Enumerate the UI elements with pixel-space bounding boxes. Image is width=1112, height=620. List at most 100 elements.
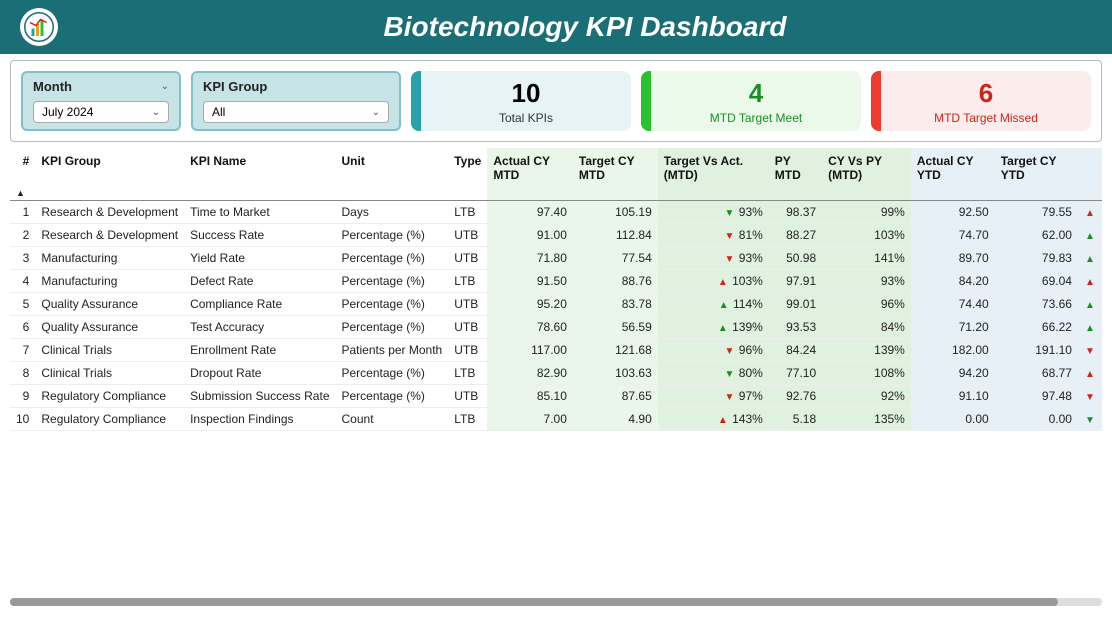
cell-cy-vs-py: 93% (822, 270, 911, 293)
table-row[interactable]: 8Clinical TrialsDropout RatePercentage (… (10, 362, 1102, 385)
card-total-label: Total KPIs (499, 111, 553, 125)
cell-actual-cy-mtd: 85.10 (487, 385, 573, 408)
cell-target-cy-ytd: 62.00 (995, 224, 1078, 247)
col-target-cy-ytd[interactable]: Target CY YTD (995, 148, 1078, 201)
cell-kpi-name: Time to Market (184, 201, 335, 224)
down-arrow-icon: ▼ (723, 369, 735, 380)
cell-index: 4 (10, 270, 35, 293)
chevron-down-icon: ⌄ (152, 107, 160, 118)
col-actual-cy-mtd[interactable]: Actual CY MTD (487, 148, 573, 201)
controls-row: Month ⌄ July 2024 ⌄ KPI Group All ⌄ 10 T… (10, 60, 1102, 142)
down-arrow-icon: ▼ (723, 208, 735, 219)
cell-unit: Percentage (%) (336, 316, 449, 339)
table-row[interactable]: 1Research & DevelopmentTime to MarketDay… (10, 201, 1102, 224)
col-py-mtd[interactable]: PY MTD (769, 148, 822, 201)
col-kpi-group[interactable]: KPI Group (35, 148, 184, 201)
cell-kpi-name: Inspection Findings (184, 408, 335, 431)
cell-ytd-indicator: ▲ (1078, 270, 1102, 293)
cell-actual-cy-ytd: 182.00 (911, 339, 995, 362)
cell-actual-cy-ytd: 74.70 (911, 224, 995, 247)
cell-py-mtd: 92.76 (769, 385, 822, 408)
cell-actual-cy-mtd: 78.60 (487, 316, 573, 339)
up-arrow-icon: ▲ (717, 415, 729, 426)
cell-actual-cy-ytd: 71.20 (911, 316, 995, 339)
cell-index: 2 (10, 224, 35, 247)
table-row[interactable]: 6Quality AssuranceTest AccuracyPercentag… (10, 316, 1102, 339)
scrollbar-thumb[interactable] (10, 598, 1058, 606)
cell-unit: Percentage (%) (336, 362, 449, 385)
cell-index: 8 (10, 362, 35, 385)
cell-kpi-name: Defect Rate (184, 270, 335, 293)
col-cy-vs-py[interactable]: CY Vs PY (MTD) (822, 148, 911, 201)
cell-target-cy-ytd: 97.48 (995, 385, 1078, 408)
cell-ytd-indicator: ▼ (1078, 385, 1102, 408)
cell-py-mtd: 97.91 (769, 270, 822, 293)
cell-target-vs-act: ▲ 139% (658, 316, 769, 339)
table-row[interactable]: 2Research & DevelopmentSuccess RatePerce… (10, 224, 1102, 247)
cell-ytd-indicator: ▼ (1078, 339, 1102, 362)
table-row[interactable]: 4ManufacturingDefect RatePercentage (%)L… (10, 270, 1102, 293)
table-row[interactable]: 7Clinical TrialsEnrollment RatePatients … (10, 339, 1102, 362)
cell-ytd-indicator: ▲ (1078, 293, 1102, 316)
cell-py-mtd: 99.01 (769, 293, 822, 316)
table-row[interactable]: 3ManufacturingYield RatePercentage (%)UT… (10, 247, 1102, 270)
cell-type: UTB (448, 316, 487, 339)
horizontal-scrollbar[interactable] (10, 598, 1102, 606)
table-row[interactable]: 10Regulatory ComplianceInspection Findin… (10, 408, 1102, 431)
cell-kpi-group: Clinical Trials (35, 339, 184, 362)
cell-target-cy-ytd: 69.04 (995, 270, 1078, 293)
kpi-group-filter[interactable]: KPI Group All ⌄ (191, 71, 401, 131)
col-ytd-indicator[interactable] (1078, 148, 1102, 201)
cell-kpi-group: Quality Assurance (35, 293, 184, 316)
cell-actual-cy-mtd: 95.20 (487, 293, 573, 316)
cell-type: LTB (448, 362, 487, 385)
cell-type: UTB (448, 339, 487, 362)
cell-kpi-group: Research & Development (35, 224, 184, 247)
cell-target-vs-act: ▼ 96% (658, 339, 769, 362)
cell-unit: Patients per Month (336, 339, 449, 362)
cell-cy-vs-py: 141% (822, 247, 911, 270)
cell-type: UTB (448, 385, 487, 408)
cell-index: 5 (10, 293, 35, 316)
cell-target-vs-act: ▼ 80% (658, 362, 769, 385)
cell-py-mtd: 5.18 (769, 408, 822, 431)
cell-target-cy-ytd: 79.55 (995, 201, 1078, 224)
col-unit[interactable]: Unit (336, 148, 449, 201)
cell-index: 10 (10, 408, 35, 431)
col-actual-cy-ytd[interactable]: Actual CY YTD (911, 148, 995, 201)
cell-target-vs-act: ▼ 97% (658, 385, 769, 408)
col-index[interactable]: #▲ (10, 148, 35, 201)
cell-type: UTB (448, 247, 487, 270)
kpi-group-select[interactable]: All ⌄ (203, 101, 389, 123)
table-row[interactable]: 5Quality AssuranceCompliance RatePercent… (10, 293, 1102, 316)
card-meet-value: 4 (749, 78, 763, 109)
cell-kpi-group: Research & Development (35, 201, 184, 224)
cell-target-cy-mtd: 83.78 (573, 293, 658, 316)
cell-target-vs-act: ▲ 114% (658, 293, 769, 316)
down-arrow-icon: ▼ (723, 231, 735, 242)
month-filter[interactable]: Month ⌄ July 2024 ⌄ (21, 71, 181, 131)
cell-target-vs-act: ▼ 81% (658, 224, 769, 247)
cell-target-cy-mtd: 121.68 (573, 339, 658, 362)
logo (20, 8, 58, 46)
table-row[interactable]: 9Regulatory ComplianceSubmission Success… (10, 385, 1102, 408)
down-arrow-icon: ▼ (1084, 415, 1096, 426)
cell-target-cy-mtd: 4.90 (573, 408, 658, 431)
month-filter-label: Month (33, 79, 72, 94)
col-kpi-name[interactable]: KPI Name (184, 148, 335, 201)
kpi-table-container[interactable]: #▲ KPI Group KPI Name Unit Type Actual C… (10, 148, 1102, 598)
col-target-vs-act[interactable]: Target Vs Act. (MTD) (658, 148, 769, 201)
col-target-cy-mtd[interactable]: Target CY MTD (573, 148, 658, 201)
cell-target-cy-mtd: 56.59 (573, 316, 658, 339)
kpi-group-value: All (212, 105, 225, 119)
col-type[interactable]: Type (448, 148, 487, 201)
cell-py-mtd: 50.98 (769, 247, 822, 270)
cell-actual-cy-ytd: 74.40 (911, 293, 995, 316)
cell-actual-cy-mtd: 71.80 (487, 247, 573, 270)
cell-kpi-group: Regulatory Compliance (35, 408, 184, 431)
cell-actual-cy-ytd: 92.50 (911, 201, 995, 224)
cell-cy-vs-py: 96% (822, 293, 911, 316)
up-arrow-icon: ▲ (1084, 231, 1096, 242)
up-arrow-icon: ▲ (717, 323, 729, 334)
month-select[interactable]: July 2024 ⌄ (33, 101, 169, 123)
